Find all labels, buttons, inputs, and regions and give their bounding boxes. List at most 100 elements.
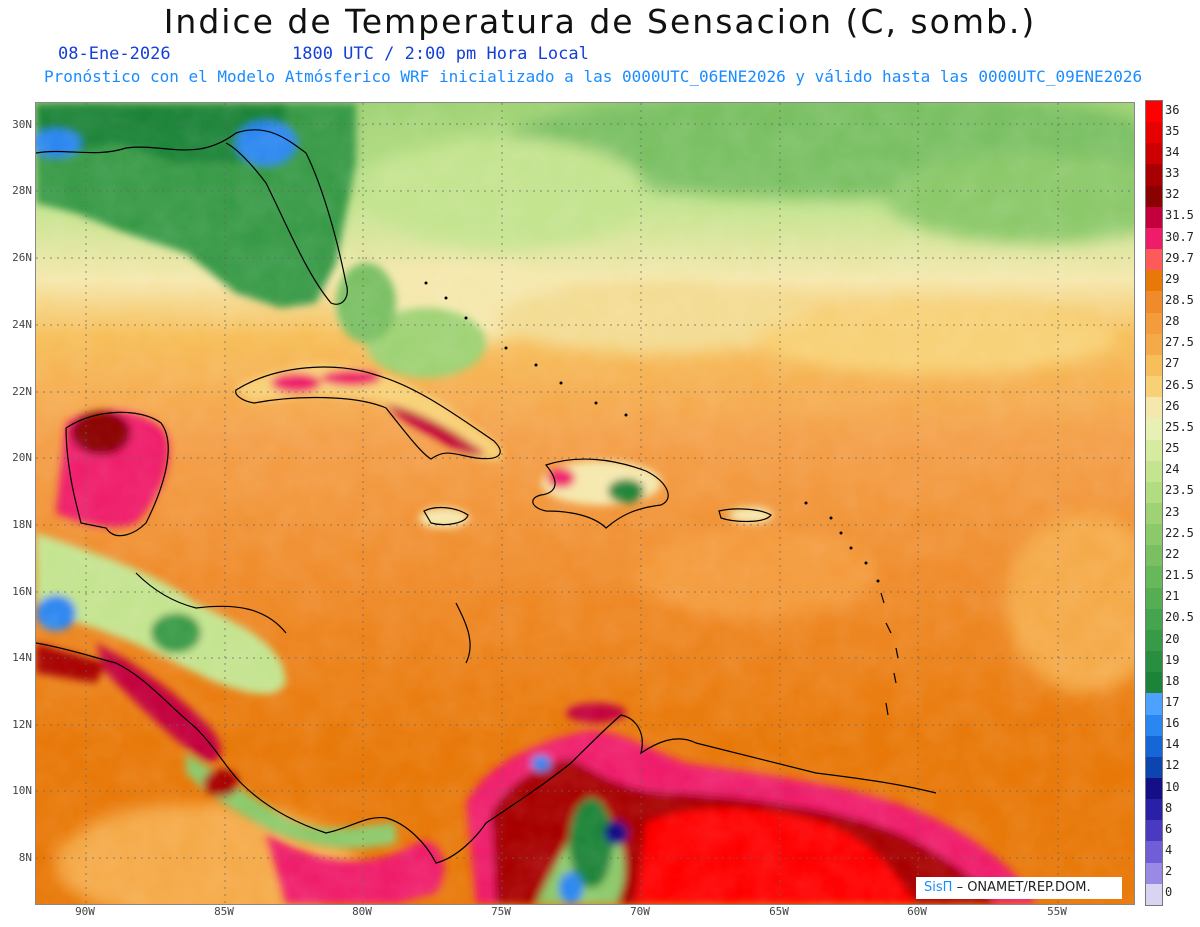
colorbar-label: 25 — [1165, 441, 1180, 456]
colorbar-swatch — [1146, 439, 1162, 461]
colorbar-label: 20.5 — [1165, 610, 1194, 625]
colorbar-swatch — [1146, 143, 1162, 165]
lon-label-65w: 65W — [769, 905, 789, 918]
heat-index-map — [35, 102, 1135, 905]
lon-label-80w: 80W — [352, 905, 372, 918]
lat-label-8n: 8N — [18, 851, 32, 864]
colorbar-swatch — [1146, 524, 1162, 546]
credit-box: SisΠ – ONAMET/REP.DOM. — [916, 877, 1122, 899]
colorbar-swatch — [1146, 608, 1162, 630]
colorbar-label: 17 — [1165, 695, 1180, 709]
colorbar-swatch — [1146, 227, 1162, 250]
colorbar-swatch — [1146, 164, 1162, 186]
colorbar-label: 33 — [1165, 166, 1180, 181]
colorbar-swatch — [1146, 354, 1162, 377]
colorbar-label: 8 — [1165, 800, 1173, 815]
lat-label-20n: 20N — [12, 451, 32, 464]
lat-label-24n: 24N — [12, 318, 32, 331]
colorbar-label: 4 — [1165, 843, 1173, 858]
colorbar-label: 35 — [1165, 123, 1180, 138]
colorbar-swatch — [1146, 270, 1162, 292]
colorbar-swatch — [1146, 862, 1162, 884]
lon-label-55w: 55W — [1047, 905, 1067, 918]
colorbar-label: 27 — [1165, 356, 1180, 371]
colorbar-label: 19 — [1165, 652, 1180, 667]
colorbar-swatch — [1146, 883, 1162, 905]
colorbar-swatch — [1146, 185, 1162, 207]
colorbar-swatch — [1146, 333, 1162, 355]
colorbar-label: 23 — [1165, 504, 1180, 519]
colorbar-swatch — [1146, 312, 1162, 334]
colorbar-swatch — [1146, 841, 1162, 863]
colorbar-label: 18 — [1165, 673, 1180, 688]
lat-label-30n: 30N — [12, 118, 32, 131]
lat-label-22n: 22N — [12, 385, 32, 398]
colorbar-swatch — [1146, 418, 1162, 440]
colorbar-swatch — [1146, 651, 1162, 673]
lat-label-26n: 26N — [12, 251, 32, 264]
lat-label-18n: 18N — [12, 518, 32, 531]
colorbar-label: 27.5 — [1165, 335, 1194, 350]
lon-label-85w: 85W — [214, 905, 234, 918]
colorbar-swatch — [1146, 799, 1162, 821]
map-title: Indice de Temperatura de Sensacion (C, s… — [163, 2, 1037, 41]
colorbar-label: 12 — [1165, 758, 1180, 773]
colorbar-label: 26 — [1165, 398, 1180, 413]
colorbar-swatch — [1146, 693, 1162, 715]
lon-label-90w: 90W — [75, 905, 95, 918]
colorbar-swatch — [1146, 502, 1162, 525]
sispi-logo: SisΠ — [924, 880, 953, 895]
colorbar-swatch — [1146, 545, 1162, 567]
colorbar-swatch — [1146, 206, 1162, 228]
colorbar-label: 28 — [1165, 314, 1180, 329]
colorbar-label: 22 — [1165, 546, 1180, 561]
model-info: Pronóstico con el Modelo Atmósferico WRF… — [44, 67, 1143, 86]
forecast-date: 08-Ene-2026 — [58, 44, 171, 64]
colorbar-label: 23.5 — [1165, 483, 1194, 498]
colorbar-swatch — [1146, 376, 1162, 398]
colorbar-swatch — [1146, 778, 1162, 800]
colorbar-label: 22.5 — [1165, 525, 1194, 540]
colorbar-label: 26.5 — [1165, 377, 1194, 392]
colorbar-swatch — [1146, 249, 1162, 271]
colorbar-swatch — [1146, 291, 1162, 313]
colorbar-swatch — [1146, 101, 1162, 123]
colorbar-label: 36 — [1165, 102, 1180, 117]
colorbar-label: 31.5 — [1165, 208, 1194, 223]
lat-label-16n: 16N — [12, 585, 32, 598]
colorbar-label: 29 — [1165, 271, 1180, 286]
colorbar-swatch — [1146, 714, 1162, 736]
lat-label-10n: 10N — [12, 784, 32, 797]
colorbar-label: 2 — [1165, 864, 1173, 879]
colorbar-label: 24 — [1165, 462, 1180, 477]
colorbar-label: 6 — [1165, 821, 1173, 836]
colorbar-swatch — [1146, 122, 1162, 144]
colorbar-label: 25.5 — [1165, 419, 1194, 434]
colorbar-label: 16 — [1165, 716, 1180, 731]
credit-text: – ONAMET/REP.DOM. — [956, 880, 1091, 895]
colorbar-swatch — [1146, 629, 1162, 652]
lon-label-70w: 70W — [630, 905, 650, 918]
colorbar-swatch — [1146, 735, 1162, 757]
colorbar-label: 21.5 — [1165, 568, 1194, 583]
colorbar-swatch — [1146, 756, 1162, 778]
colorbar-swatch — [1146, 460, 1162, 482]
colorbar-label: 29.7 — [1165, 250, 1194, 265]
lon-label-60w: 60W — [907, 905, 927, 918]
colorbar-label: 34 — [1165, 144, 1180, 159]
heat-index-field — [36, 103, 1134, 904]
colorbar-label: 14 — [1165, 737, 1180, 752]
colorbar-swatch — [1146, 481, 1162, 503]
colorbar-swatch — [1146, 672, 1162, 694]
lat-label-14n: 14N — [12, 651, 32, 664]
lat-label-12n: 12N — [12, 718, 32, 731]
colorbar-swatch — [1146, 397, 1162, 419]
colorbar-label: 0 — [1165, 885, 1173, 900]
colorbar — [1145, 100, 1163, 906]
colorbar-label: 21 — [1165, 589, 1180, 604]
lat-label-28n: 28N — [12, 184, 32, 197]
colorbar-swatch — [1146, 820, 1162, 842]
colorbar-swatch — [1146, 566, 1162, 588]
colorbar-label: 32 — [1165, 187, 1180, 202]
forecast-time: 1800 UTC / 2:00 pm Hora Local — [292, 44, 589, 64]
